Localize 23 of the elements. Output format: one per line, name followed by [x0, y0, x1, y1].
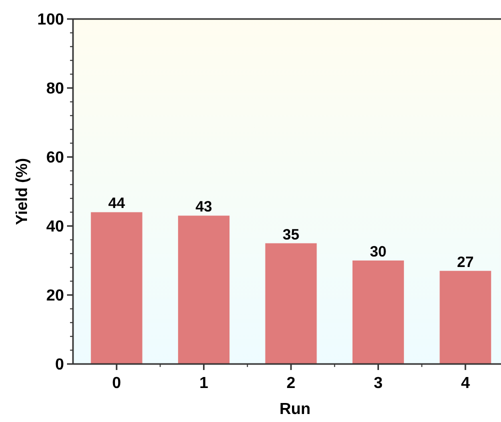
y-tick-label: 20 — [46, 288, 64, 305]
data-label: 43 — [195, 198, 212, 216]
bar — [352, 260, 404, 364]
bar — [178, 216, 230, 364]
data-label: 35 — [282, 226, 300, 244]
x-tick-label: 2 — [286, 375, 296, 392]
y-tick-label: 80 — [46, 80, 64, 98]
x-tick-label: 4 — [460, 375, 470, 392]
y-tick-label: 100 — [37, 12, 64, 29]
x-axis-title: Run — [279, 401, 311, 418]
data-label: 27 — [457, 254, 474, 271]
y-tick-label: 40 — [46, 218, 64, 236]
x-tick-label: 1 — [199, 375, 208, 392]
x-tick-label: 3 — [374, 375, 383, 392]
y-tick-label: 0 — [55, 356, 64, 374]
data-label: 30 — [370, 244, 387, 260]
y-tick-label: 60 — [46, 150, 64, 167]
data-label: 44 — [108, 195, 126, 212]
y-axis-title: Yield (%) — [14, 158, 31, 225]
bar — [265, 243, 317, 364]
bar — [90, 212, 142, 364]
bar — [440, 270, 492, 364]
x-tick-label: 0 — [112, 375, 122, 392]
